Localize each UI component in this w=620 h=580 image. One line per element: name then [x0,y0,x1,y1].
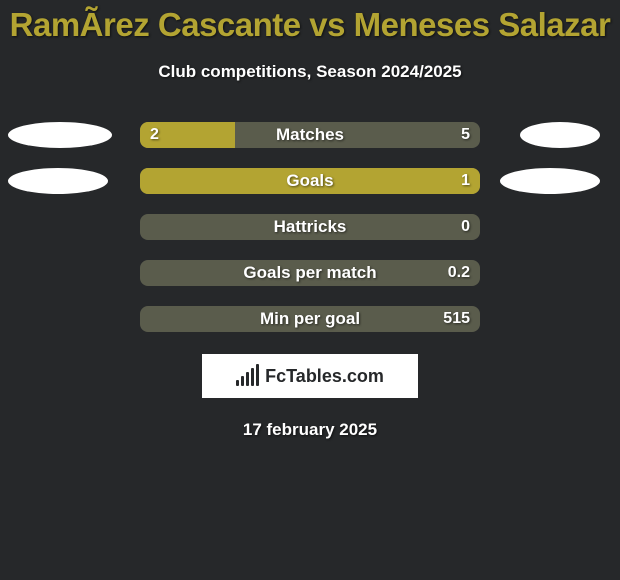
player-avatar-left [8,122,112,148]
stat-row: Goals per match0.2 [0,260,620,286]
stat-bar: Goals per match0.2 [140,260,480,286]
stat-value-right: 515 [443,306,470,332]
stat-value-right: 1 [461,168,470,194]
stat-value-right: 5 [461,122,470,148]
brand-box: FcTables.com [202,354,418,398]
stat-label: Goals [140,168,480,194]
player-avatar-right [500,168,600,194]
brand-text: FcTables.com [265,366,384,387]
stat-row: Min per goal515 [0,306,620,332]
bar-chart-icon [236,366,259,386]
stat-label: Min per goal [140,306,480,332]
stat-row: 2Matches5 [0,122,620,148]
comparison-infographic: RamÃrez Cascante vs Meneses Salazar Club… [0,0,620,580]
stat-bar: Hattricks0 [140,214,480,240]
stat-value-right: 0 [461,214,470,240]
stat-value-right: 0.2 [448,260,470,286]
stat-label: Goals per match [140,260,480,286]
date-line: 17 february 2025 [0,420,620,440]
stat-row: Hattricks0 [0,214,620,240]
stat-bar: Min per goal515 [140,306,480,332]
player-avatar-left [8,168,108,194]
stat-row: Goals1 [0,168,620,194]
stat-label: Hattricks [140,214,480,240]
stat-rows: 2Matches5 Goals1 Hattricks0 Goals per match… [0,122,620,332]
page-title: RamÃrez Cascante vs Meneses Salazar [0,6,620,44]
stat-label: Matches [140,122,480,148]
subtitle: Club competitions, Season 2024/2025 [0,62,620,82]
player-avatar-right [520,122,600,148]
stat-bar: Goals1 [140,168,480,194]
stat-bar: 2Matches5 [140,122,480,148]
